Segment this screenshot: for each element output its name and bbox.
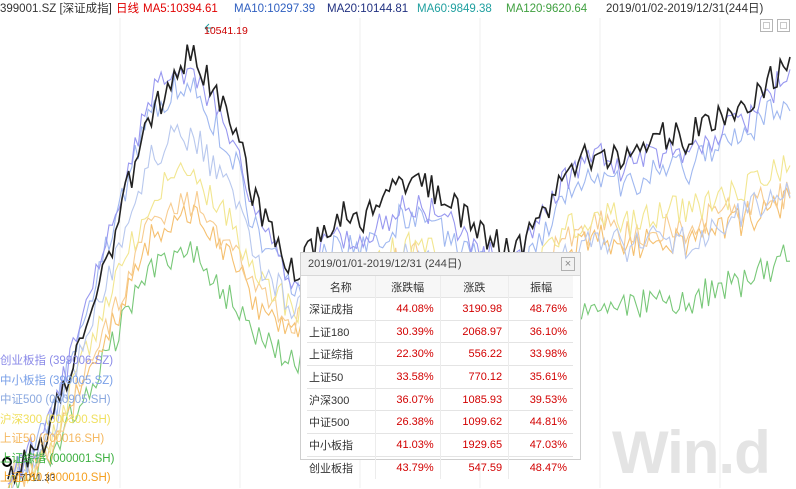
panel-title: 2019/01/01-2019/12/31 (244日) × (301, 253, 580, 276)
wind-watermark: Win.d (612, 419, 771, 486)
stat-value: 1929.65 (439, 433, 509, 457)
stat-value: 48.76% (508, 297, 573, 321)
max-marker-icon (204, 23, 213, 33)
ma5-value: MA5:10394.61 (143, 3, 218, 15)
stat-value: 1099.62 (439, 410, 509, 434)
legend-item: 中小板指 (399005.SZ) (0, 374, 114, 387)
min-marker-icon (2, 457, 12, 467)
ma60-value: MA60:9849.38 (417, 3, 492, 15)
stat-value: 22.30% (374, 342, 441, 366)
column-header: 振幅 (508, 276, 573, 298)
restore-icon[interactable] (760, 19, 773, 32)
stat-value: 2068.97 (439, 319, 509, 343)
min-price-label: 7011.33 (20, 473, 56, 484)
index-name: 创业板指 (307, 455, 376, 479)
stat-value: 35.61% (508, 365, 573, 389)
stat-value: 30.39% (374, 319, 441, 343)
stat-value: 41.03% (374, 433, 441, 457)
table-row[interactable]: 深证成指 44.08% 3190.98 48.76% (307, 297, 573, 321)
ma20-value: MA20:10144.81 (327, 3, 409, 15)
ma120-value: MA120:9620.64 (506, 3, 588, 15)
stats-table: 名称 涨跌幅 涨跌 振幅 深证成指 44.08% 3190.98 48.76% 上证180 30… (307, 276, 573, 479)
ma10-value: MA10:10297.39 (234, 3, 316, 15)
legend-item: 上证综指 (000001.SH) (0, 452, 115, 465)
chart-header: 399001.SZ [深证成指] 日线 MA5:10394.61 MA10:10… (0, 0, 796, 18)
table-row[interactable]: 中证500 26.38% 1099.62 44.81% (307, 410, 573, 434)
stat-value: 3190.98 (439, 297, 509, 321)
series-line-5 (7, 75, 791, 477)
column-header: 涨跌 (439, 276, 509, 298)
table-row[interactable]: 沪深300 36.07% 1085.93 39.53% (307, 387, 573, 411)
series-line-6 (7, 64, 791, 485)
table-row[interactable]: 上证50 33.58% 770.12 35.61% (307, 365, 573, 389)
legend-item: 上证50 (000016.SH) (0, 433, 105, 445)
column-header: 涨跌幅 (374, 276, 441, 298)
period-label[interactable]: 日线 (116, 3, 139, 15)
maximize-icon[interactable] (777, 19, 790, 32)
security-code: 399001.SZ [深证成指] (0, 3, 112, 15)
index-name: 沪深300 (307, 387, 376, 411)
stat-value: 44.08% (374, 297, 441, 321)
stat-value: 547.59 (439, 455, 509, 479)
stat-value: 33.98% (508, 342, 573, 366)
close-icon[interactable]: × (561, 257, 575, 271)
legend-item: 创业板指 (399006.SZ) (0, 355, 114, 367)
table-row[interactable]: 上证综指 22.30% 556.22 33.98% (307, 342, 573, 366)
stat-value: 556.22 (439, 342, 509, 366)
index-legend: 创业板指 (399006.SZ) 中小板指 (399005.SZ) 中证500 (0… (0, 352, 114, 489)
stat-value: 43.79% (374, 455, 441, 479)
max-price-label: 10541.19 (204, 25, 248, 37)
stat-value: 36.10% (508, 319, 573, 343)
table-row[interactable]: 上证180 30.39% 2068.97 36.10% (307, 319, 573, 343)
index-name: 深证成指 (307, 297, 376, 321)
legend-item: 中证500 (000905.SH) (0, 394, 111, 406)
date-range: 2019/01/02-2019/12/31(244日) (606, 3, 764, 15)
stat-value: 39.53% (508, 387, 573, 411)
index-name: 中小板指 (307, 433, 376, 457)
index-name: 上证50 (307, 365, 376, 389)
index-name: 中证500 (307, 410, 376, 434)
table-row[interactable]: 中小板指 41.03% 1929.65 47.03% (307, 433, 573, 457)
stat-value: 770.12 (439, 365, 509, 389)
stat-value: 48.47% (508, 455, 573, 479)
panel-title-text: 2019/01/01-2019/12/31 (244日) (308, 258, 462, 270)
stat-value: 33.58% (374, 365, 441, 389)
index-name: 上证综指 (307, 342, 376, 366)
stat-value: 47.03% (508, 433, 573, 457)
column-header: 名称 (307, 276, 376, 298)
table-row[interactable]: 创业板指 43.79% 547.59 48.47% (307, 455, 573, 479)
stat-value: 44.81% (508, 410, 573, 434)
legend-item: 上证180 (000010.SH) (0, 472, 111, 484)
stat-value: 1085.93 (439, 387, 509, 411)
stat-value: 36.07% (374, 387, 441, 411)
legend-item: 沪深300 (000300.SH) (0, 413, 111, 426)
interval-stats-panel[interactable]: 2019/01/01-2019/12/31 (244日) × 名称 涨跌幅 涨跌 振幅… (300, 252, 581, 479)
series-line-7 (7, 44, 791, 486)
index-name: 上证180 (307, 319, 376, 343)
stat-value: 26.38% (374, 410, 441, 434)
